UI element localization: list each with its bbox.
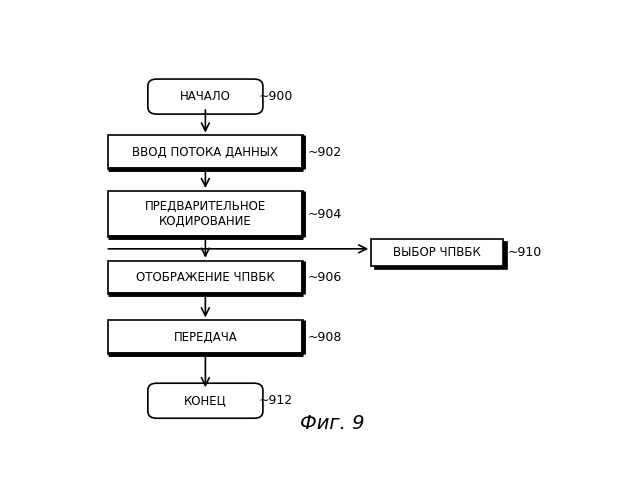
Bar: [108, 320, 303, 354]
Text: ~912: ~912: [259, 394, 293, 407]
Text: ВЫБОР ЧПВБК: ВЫБОР ЧПВБК: [393, 246, 481, 259]
Text: Фиг. 9: Фиг. 9: [300, 414, 364, 434]
Text: ВВОД ПОТОКА ДАННЫХ: ВВОД ПОТОКА ДАННЫХ: [132, 146, 279, 159]
Bar: [108, 136, 303, 170]
Bar: [108, 191, 303, 237]
Text: КОНЕЦ: КОНЕЦ: [184, 394, 226, 407]
Text: ПЕРЕДАЧА: ПЕРЕДАЧА: [174, 330, 237, 344]
FancyBboxPatch shape: [148, 79, 263, 114]
Text: ~902: ~902: [308, 146, 342, 159]
Text: ~906: ~906: [308, 271, 342, 284]
Text: ~900: ~900: [259, 90, 293, 103]
Text: ОТОБРАЖЕНИЕ ЧПВБК: ОТОБРАЖЕНИЕ ЧПВБК: [136, 271, 275, 284]
Bar: [371, 238, 503, 266]
FancyBboxPatch shape: [148, 383, 263, 418]
Text: НАЧАЛО: НАЧАЛО: [180, 90, 231, 103]
Text: ~910: ~910: [508, 246, 542, 259]
Bar: [108, 260, 303, 294]
Text: ~904: ~904: [308, 208, 342, 220]
Bar: [375, 242, 506, 270]
Text: ПРЕДВАРИТЕЛЬНОЕ
КОДИРОВАНИЕ: ПРЕДВАРИТЕЛЬНОЕ КОДИРОВАНИЕ: [145, 200, 266, 228]
Text: ~908: ~908: [308, 330, 342, 344]
